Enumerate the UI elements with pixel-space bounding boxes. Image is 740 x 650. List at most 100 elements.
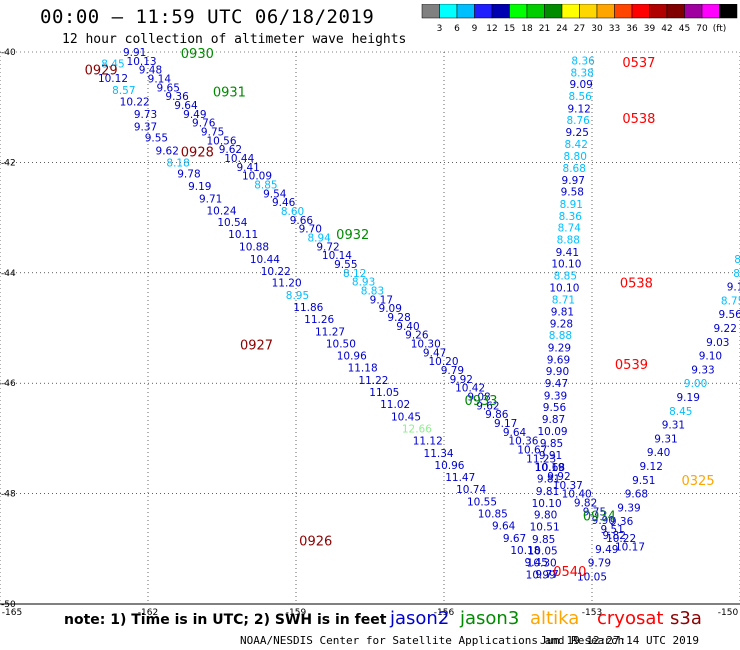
wave-height-value: 10.44	[250, 254, 280, 266]
wave-height-value: 10.10	[532, 498, 562, 510]
wave-height-value: 10.18	[510, 545, 540, 557]
wave-height-value: 9.92	[450, 374, 473, 386]
wave-height-value: 9.82	[603, 530, 626, 542]
wave-height-value: 10.88	[239, 241, 269, 253]
pass-time-label: 0934	[583, 510, 616, 525]
wave-height-value: 9.64	[503, 427, 527, 439]
wave-height-value: 9.28	[550, 319, 573, 331]
wave-height-value: 10.13	[127, 56, 157, 68]
wave-height-value: 9.36	[610, 516, 634, 528]
wave-height-value: 10.40	[562, 489, 592, 501]
wave-height-value: 10.56	[206, 135, 236, 147]
wave-height-value: 10.44	[224, 153, 254, 165]
wave-height-value: 8.75	[721, 295, 740, 307]
wave-height-value: 9.10	[699, 351, 722, 363]
wave-height-value: 10.99	[526, 570, 556, 582]
colorbar-label: 39	[644, 24, 656, 34]
pass-time-label: 0928	[181, 145, 214, 160]
wave-height-value: 9.47	[545, 378, 568, 390]
wave-height-value: 10.22	[606, 533, 636, 545]
wave-height-value: 9.79	[441, 365, 464, 377]
wave-height-value: 12.66	[402, 423, 432, 435]
page-title: 00:00 – 11:59 UTC 06/18/2019	[40, 6, 375, 28]
wave-height-value: 9.62	[219, 144, 242, 156]
x-tick-label: -162	[138, 608, 158, 618]
wave-height-value: 10.09	[538, 426, 568, 438]
wave-height-value: 10.50	[326, 338, 356, 350]
wave-height-value: 8.56	[568, 91, 592, 103]
wave-height-value: 8.85	[554, 271, 577, 283]
colorbar-label: 70	[696, 24, 708, 34]
pass-time-label: 0537	[622, 56, 655, 71]
wave-height-value: 8.91	[560, 199, 583, 211]
pass-time-label: 0538	[622, 112, 655, 127]
wave-height-value: 10.10	[549, 283, 579, 295]
wave-height-value: 9.92	[547, 471, 570, 483]
y-tick-label: -46	[1, 379, 16, 389]
legend-altika: altika	[530, 608, 580, 629]
colorbar-label: 21	[539, 24, 550, 34]
wave-height-value: 9.09	[379, 303, 402, 315]
wave-height-value: 9.77	[535, 569, 558, 581]
wave-height-value: 9.08	[467, 391, 490, 403]
wave-height-value: 10.45	[391, 411, 421, 423]
wave-height-value: 9.62	[156, 145, 179, 157]
wave-height-value: 9.71	[199, 193, 222, 205]
wave-height-value: 11.05	[369, 387, 399, 399]
pass-time-label: 0932	[336, 228, 369, 243]
wave-height-value: 9.31	[654, 433, 677, 445]
pass-time-label: 0933	[464, 394, 497, 409]
wave-height-value: 10.05	[528, 545, 558, 557]
wave-height-value: 9.86	[485, 409, 509, 421]
wave-height-value: 9.87	[542, 414, 565, 426]
wave-height-value: 10.24	[206, 205, 236, 217]
wave-height-value: 9.12	[567, 103, 590, 115]
wave-height-value: 11.26	[304, 314, 334, 326]
wave-height-value: 8.88	[549, 330, 572, 342]
wave-height-value: 9.64	[174, 100, 198, 112]
wave-height-value: 9.80	[534, 510, 557, 522]
wave-height-value: 11.20	[272, 278, 302, 290]
wave-height-value: 8.80	[564, 151, 587, 163]
wave-height-value: 9.82	[574, 497, 597, 509]
wave-height-value: 9.25	[566, 127, 589, 139]
wave-height-value: 10.10	[551, 258, 581, 270]
wave-height-value: 8.12	[343, 268, 366, 280]
wave-height-value: 10.22	[261, 266, 291, 278]
wave-height-value: 8.88	[557, 235, 580, 247]
legend-cryosat: cryosat	[597, 608, 664, 629]
colorbar-label: 15	[504, 24, 515, 34]
wave-height-value: 9.49	[183, 109, 206, 121]
wave-height-value: 8	[733, 268, 740, 280]
wave-height-value: 8.93	[352, 277, 375, 289]
colorbar-label: 12	[486, 24, 497, 34]
wave-height-value: 9.91	[123, 47, 146, 59]
wave-height-value: 11.18	[348, 363, 378, 375]
wave-height-value: 9.90	[546, 366, 569, 378]
wave-height-value: 11.23	[526, 453, 556, 465]
wave-height-value: 9.81	[536, 486, 559, 498]
colorbar-label: 27	[574, 24, 585, 34]
wave-height-value: 9.00	[684, 378, 707, 390]
wave-height-value: 8.57	[112, 85, 135, 97]
wave-height-value: 10.55	[467, 496, 497, 508]
wave-height-value: 9.68	[625, 489, 648, 501]
wave-height-value: 9.58	[561, 187, 584, 199]
wave-height-value: 8.83	[361, 285, 384, 297]
wave-height-value: 8.85	[254, 179, 277, 191]
wave-height-value: 9.26	[405, 330, 429, 342]
pass-time-label: 0926	[299, 535, 332, 550]
wave-height-value: 8.38	[570, 67, 593, 79]
wave-height-value: 11.34	[424, 448, 454, 460]
wave-height-value: 9.56	[718, 309, 740, 321]
wave-height-value: 10.54	[217, 217, 247, 229]
footer-credit: NOAA/NESDIS Center for Satellite Applica…	[240, 634, 625, 647]
colorbar-label: (ft)	[713, 24, 727, 34]
wave-height-value: 9.91	[539, 450, 562, 462]
x-tick-label: -156	[434, 608, 455, 618]
wave-height-value: 9.40	[647, 447, 670, 459]
wave-height-value: 10.96	[337, 351, 367, 363]
wave-height-value: 10.11	[228, 229, 258, 241]
wave-height-value: 9.76	[192, 118, 216, 130]
